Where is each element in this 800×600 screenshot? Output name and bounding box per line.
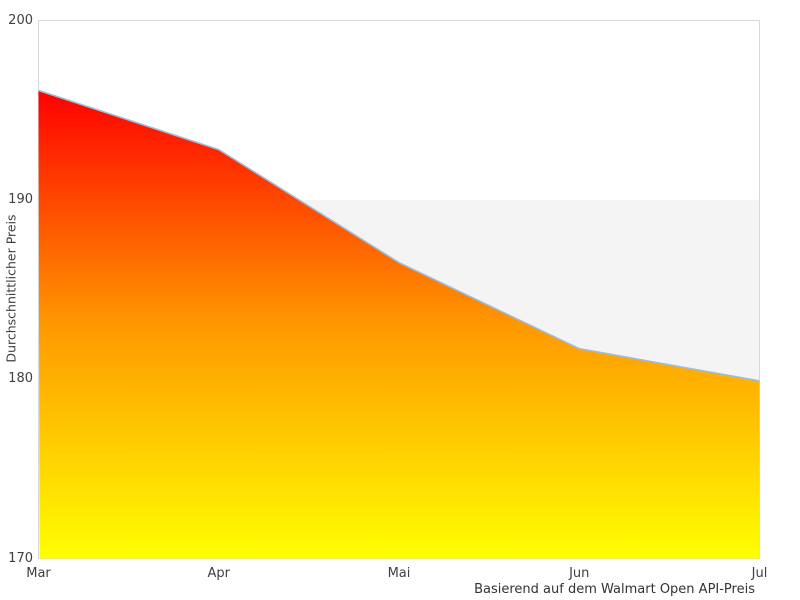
x-tick-label: Jul	[751, 566, 768, 581]
y-axis-title: Durchschnittlicher Preis	[3, 214, 19, 363]
price-area	[38, 90, 760, 559]
y-tick-label: 170	[8, 550, 33, 566]
x-tick-label: Mar	[26, 566, 51, 581]
chart-caption: Basierend auf dem Walmart Open API-Preis	[474, 582, 755, 597]
y-tick-label: 190	[8, 191, 33, 207]
x-tick-label: Jun	[569, 566, 590, 581]
y-tick-label: 200	[8, 12, 33, 28]
y-tick-label: 180	[8, 371, 33, 387]
x-tick-label: Apr	[207, 566, 231, 581]
price-line	[38, 89, 760, 382]
x-tick-label: Mai	[387, 566, 411, 581]
